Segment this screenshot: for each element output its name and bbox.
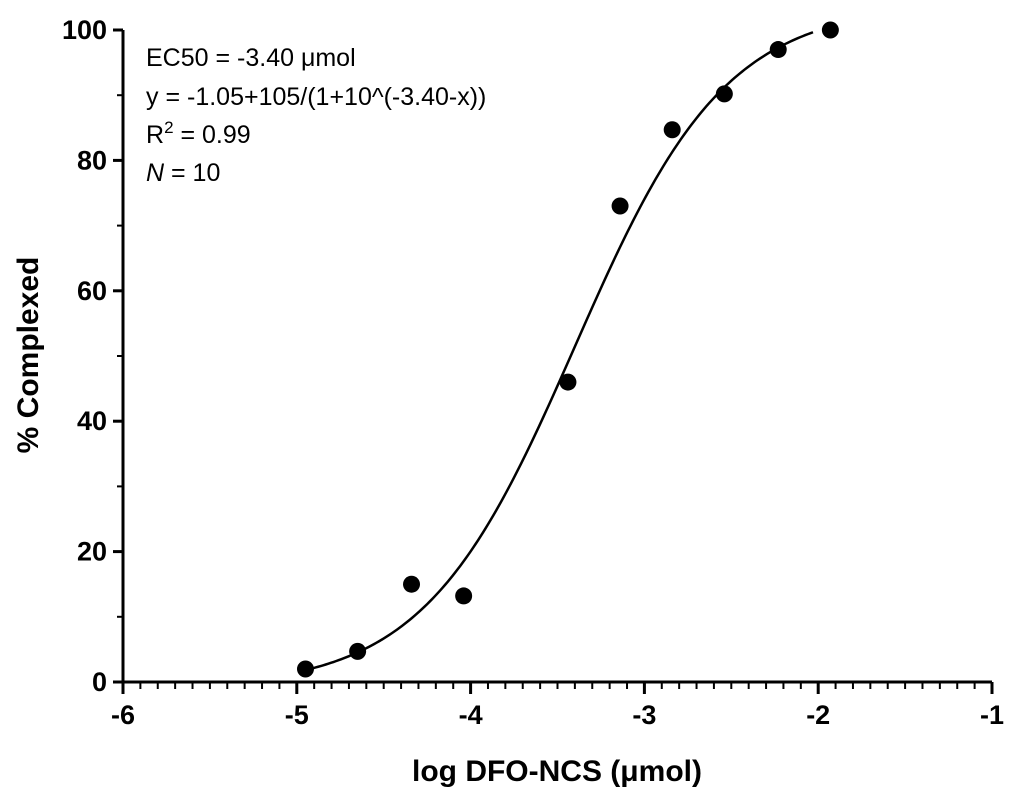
x-tick-label: -4 xyxy=(459,700,483,730)
x-axis-title: log DFO-NCS (μmol) xyxy=(412,755,702,788)
fit-curve xyxy=(305,31,814,672)
data-point xyxy=(349,642,367,660)
annotation-n: N = 10 xyxy=(146,159,220,187)
y-tick-label: 20 xyxy=(77,537,107,567)
data-point xyxy=(663,121,681,139)
r-squared-superscript: 2 xyxy=(164,118,173,137)
n-value: = 10 xyxy=(164,159,220,187)
data-point xyxy=(559,373,577,391)
x-tick-label: -3 xyxy=(632,700,656,730)
data-point xyxy=(821,21,839,39)
y-axis-title: % Complexed xyxy=(12,257,45,454)
data-point xyxy=(296,660,314,678)
x-tick-label: -5 xyxy=(285,700,309,730)
y-tick-label: 60 xyxy=(77,276,107,306)
data-point xyxy=(403,575,421,593)
r-squared-value: = 0.99 xyxy=(174,121,251,149)
annotation-r-squared: R2 = 0.99 xyxy=(146,118,251,149)
fit-curve-layer xyxy=(305,31,814,672)
annotation-ec50: EC50 = -3.40 μmol xyxy=(146,44,356,72)
x-tick-label: -1 xyxy=(980,700,1004,730)
x-tick-label: -6 xyxy=(111,700,135,730)
annotation-equation: y = -1.05+105/(1+10^(-3.40-x)) xyxy=(146,83,486,111)
data-point xyxy=(455,587,473,605)
r-squared-label: R xyxy=(146,121,164,149)
data-points-layer xyxy=(296,21,839,678)
axes: 0 20 40 60 80 100 -6 -5 -4 -3 -2 -1 xyxy=(62,15,1004,730)
data-point xyxy=(611,197,629,215)
x-tick-label: -2 xyxy=(806,700,830,730)
data-point xyxy=(715,85,733,103)
y-tick-label: 80 xyxy=(77,145,107,175)
fit-annotation: EC50 = -3.40 μmol y = -1.05+105/(1+10^(-… xyxy=(146,44,486,187)
data-point xyxy=(769,41,787,59)
y-tick-label: 0 xyxy=(92,667,107,697)
y-tick-label: 40 xyxy=(77,406,107,436)
y-tick-label: 100 xyxy=(62,15,107,45)
n-label: N xyxy=(146,159,165,187)
